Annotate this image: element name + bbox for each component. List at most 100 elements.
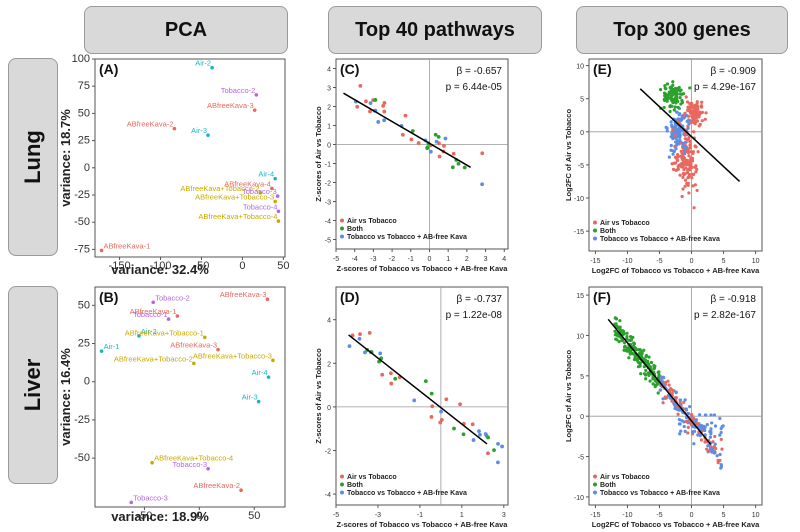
beta-label-C: β = -0.657 (456, 66, 502, 77)
legend-label-C: Both (347, 226, 363, 233)
regression-line-D (348, 334, 488, 445)
data-point-F (713, 442, 717, 446)
data-point-E (692, 206, 696, 210)
data-point-E (688, 86, 692, 90)
data-point-C (355, 104, 360, 109)
y-tick-label-C: -5 (325, 238, 331, 245)
sample-label-B: Tobacco-3 (173, 460, 208, 469)
sample-point-A (172, 126, 177, 131)
data-point-F (683, 429, 687, 433)
x-tick-label-A: -150 (109, 260, 131, 272)
x-tick-label-E: 5 (722, 258, 726, 265)
data-point-F (682, 400, 686, 405)
data-point-F (622, 341, 627, 345)
data-point-E (683, 178, 688, 182)
y-tick-label-B: -25 (74, 414, 90, 426)
data-point-E (685, 158, 689, 162)
data-point-F (636, 359, 640, 363)
x-tick-label-F: 0 (690, 512, 694, 519)
legend-label-D: Air vs Tobacco (347, 474, 397, 481)
y-tick-label-A: 50 (78, 107, 90, 119)
data-point-F (661, 397, 665, 401)
data-point-E (695, 119, 700, 123)
plot-frame-D (335, 286, 509, 506)
sample-label-A: Air-2 (195, 59, 211, 68)
sample-point-B (129, 500, 134, 505)
data-point-E (670, 132, 674, 136)
x-tick-label-B: 50 (248, 510, 260, 522)
y-tick-label-D: 2 (327, 361, 331, 368)
data-point-E (681, 175, 685, 179)
data-point-F (667, 383, 671, 387)
data-point-F (656, 391, 660, 395)
data-point-E (676, 158, 680, 163)
data-point-E (684, 95, 688, 99)
data-point-F (628, 352, 632, 356)
x-tick-label-A: 50 (277, 260, 289, 272)
data-point-C (437, 154, 442, 159)
data-point-E (679, 88, 683, 92)
sample-point-B (151, 300, 156, 305)
sample-point-B (150, 460, 154, 465)
y-tick-label-E: 10 (576, 64, 584, 71)
sample-point-A (254, 93, 259, 97)
x-tick-label-C: 4 (502, 256, 506, 263)
data-point-E (677, 135, 681, 139)
data-point-F (647, 371, 651, 375)
data-point-E (704, 111, 708, 115)
data-point-F (713, 434, 717, 439)
sample-label-A: ABfreeKava+Tobacco-4 (198, 212, 277, 221)
data-point-E (670, 162, 674, 166)
x-tick-label-C: -4 (352, 256, 358, 263)
header-pathways: Top 40 pathways (328, 6, 542, 54)
y-tick-label-C: -2 (325, 181, 331, 188)
data-point-E (688, 146, 692, 150)
data-point-E (682, 155, 686, 159)
data-point-F (622, 348, 626, 352)
sample-label-B: ABfreeKava-1 (130, 307, 177, 316)
data-point-F (655, 383, 659, 387)
y-tick-label-A: 75 (78, 80, 90, 92)
data-point-E (688, 139, 692, 144)
data-point-F (686, 411, 691, 416)
sample-point-A (273, 176, 277, 181)
data-point-E (686, 108, 690, 112)
x-tick-label-E: -10 (622, 258, 632, 265)
data-point-F (712, 449, 716, 453)
x-tick-label-B: 0 (196, 510, 202, 522)
data-point-E (679, 118, 684, 122)
data-point-E (667, 90, 671, 94)
panel-label-C: (C) (340, 61, 359, 77)
data-point-C (373, 98, 378, 102)
legend-marker-D (340, 474, 344, 479)
data-point-F (623, 344, 627, 348)
y-tick-label-B: 25 (78, 338, 90, 350)
data-point-D (347, 344, 352, 349)
x-tick-label-F: -5 (656, 512, 662, 519)
row-header-lung: Lung (8, 58, 58, 256)
legend-marker-F (593, 482, 597, 487)
x-tick-label-A: -100 (150, 260, 172, 272)
data-point-E (693, 144, 697, 148)
data-point-D (350, 333, 355, 338)
beta-label-E: β = -0.909 (710, 66, 756, 77)
data-point-D (429, 391, 434, 396)
y-axis-label-C: Z-scores of Air vs Tobacco (314, 106, 323, 202)
data-point-D (389, 371, 393, 376)
pvalue-label-D: p = 1.22e-08 (446, 310, 503, 321)
data-point-F (658, 388, 662, 392)
x-axis-label-E: Log2FC of Tobacco vs Tobacco + AB-free K… (592, 266, 760, 275)
x-tick-label-F: 10 (752, 512, 760, 519)
sample-point-B (99, 349, 104, 353)
data-point-E (699, 104, 704, 108)
data-point-F (643, 373, 648, 377)
sample-point-B (192, 361, 196, 366)
data-point-C (368, 109, 372, 114)
data-point-F (697, 433, 701, 437)
data-point-E (671, 127, 675, 132)
data-point-F (648, 379, 652, 383)
data-point-F (674, 390, 678, 394)
data-point-E (658, 87, 663, 92)
data-point-E (690, 176, 694, 180)
